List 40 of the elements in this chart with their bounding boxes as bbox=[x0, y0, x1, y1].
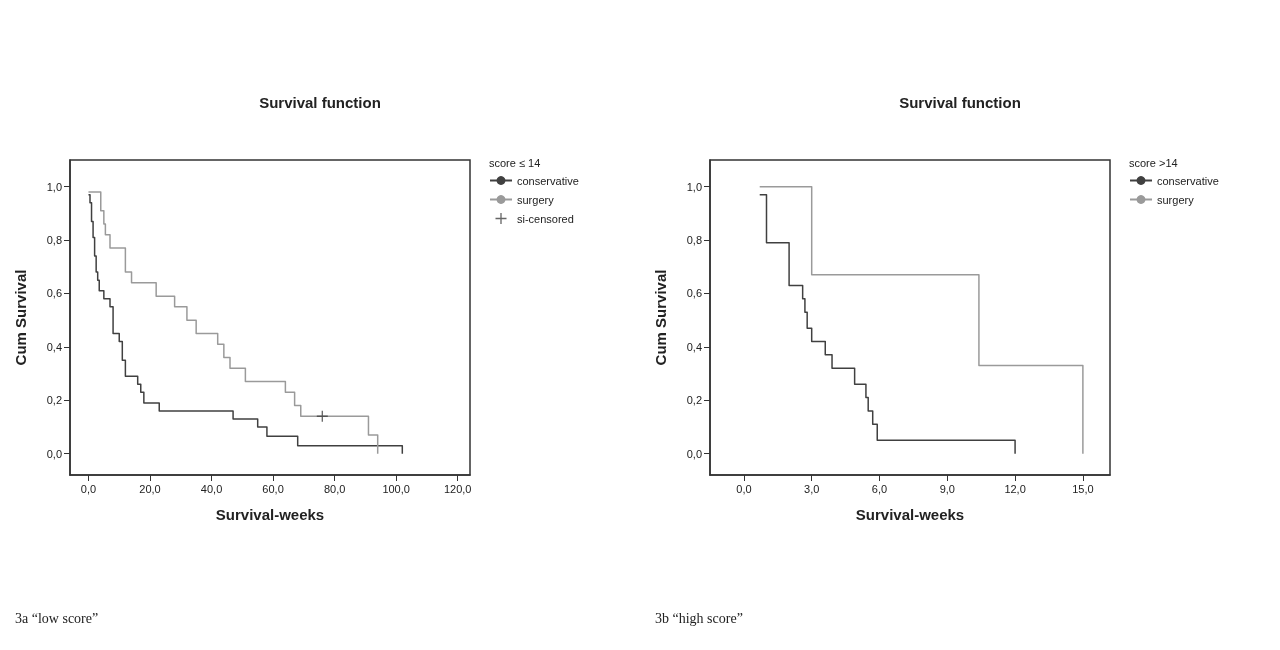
y-tick-label: 0,6 bbox=[686, 287, 702, 300]
x-tick-label: 120,0 bbox=[443, 482, 472, 495]
legend-label: conservative bbox=[1157, 174, 1219, 187]
x-tick-label: 0,0 bbox=[736, 482, 752, 495]
chart-title: Survival function bbox=[259, 94, 381, 111]
y-tick-label: 1,0 bbox=[686, 180, 702, 193]
x-tick-label: 6,0 bbox=[871, 482, 888, 495]
y-axis-title: Cum Survival bbox=[652, 269, 669, 366]
x-tick-label: 80,0 bbox=[323, 482, 346, 495]
x-tick-label: 0,0 bbox=[80, 482, 97, 495]
y-axis-title: Cum Survival bbox=[12, 269, 29, 366]
x-tick-label: 40,0 bbox=[200, 482, 223, 495]
x-axis-title: Survival-weeks bbox=[215, 506, 325, 523]
text: 3b “high score” bbox=[655, 610, 743, 626]
x-axis-title: Survival-weeks bbox=[855, 506, 965, 523]
legend-title: score ≤ 14 bbox=[489, 156, 541, 169]
legend-label: si-censored bbox=[517, 212, 574, 225]
text: 3a “low score” bbox=[15, 610, 99, 626]
y-tick-label: 0,6 bbox=[46, 287, 62, 300]
y-tick-label: 1,0 bbox=[46, 180, 62, 193]
x-tick-label: 60,0 bbox=[262, 482, 284, 495]
y-tick-label: 0,0 bbox=[46, 447, 62, 460]
x-tick-label: 3,0 bbox=[804, 482, 820, 495]
y-tick-label: 0,4 bbox=[46, 340, 62, 353]
y-tick-label: 0,8 bbox=[46, 234, 62, 247]
legend-label: surgery bbox=[517, 193, 555, 206]
x-tick-label: 20,0 bbox=[139, 482, 161, 495]
y-tick-label: 0,4 bbox=[686, 340, 702, 353]
x-tick-label: 100,0 bbox=[382, 482, 410, 495]
y-tick-label: 0,2 bbox=[686, 394, 702, 407]
legend-label: conservative bbox=[517, 174, 579, 187]
legend-label: surgery bbox=[1157, 193, 1195, 206]
y-tick-label: 0,0 bbox=[686, 447, 702, 460]
y-tick-label: 0,2 bbox=[46, 394, 62, 407]
chart-title: Survival function bbox=[899, 94, 1021, 111]
y-tick-label: 0,8 bbox=[686, 234, 702, 247]
legend-title: score >14 bbox=[1129, 156, 1178, 169]
x-tick-label: 12,0 bbox=[1004, 482, 1026, 495]
x-tick-label: 15,0 bbox=[1072, 482, 1094, 495]
x-tick-label: 9,0 bbox=[939, 482, 955, 495]
